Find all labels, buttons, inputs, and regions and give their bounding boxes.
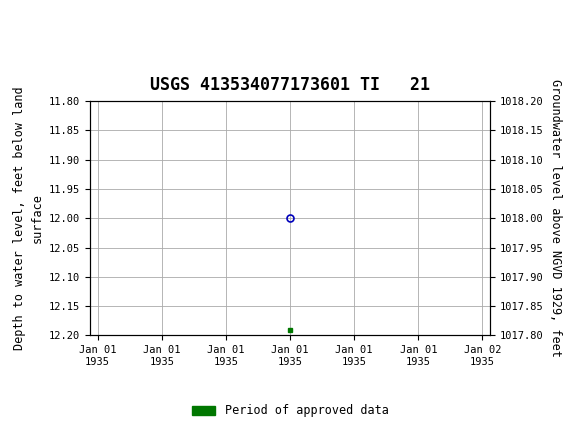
Y-axis label: Groundwater level above NGVD 1929, feet: Groundwater level above NGVD 1929, feet [549,79,562,357]
Y-axis label: Depth to water level, feet below land
surface: Depth to water level, feet below land su… [13,86,44,350]
Title: USGS 413534077173601 TI   21: USGS 413534077173601 TI 21 [150,76,430,94]
Text: ≣USGS: ≣USGS [3,11,79,30]
Legend: Period of approved data: Period of approved data [187,399,393,422]
